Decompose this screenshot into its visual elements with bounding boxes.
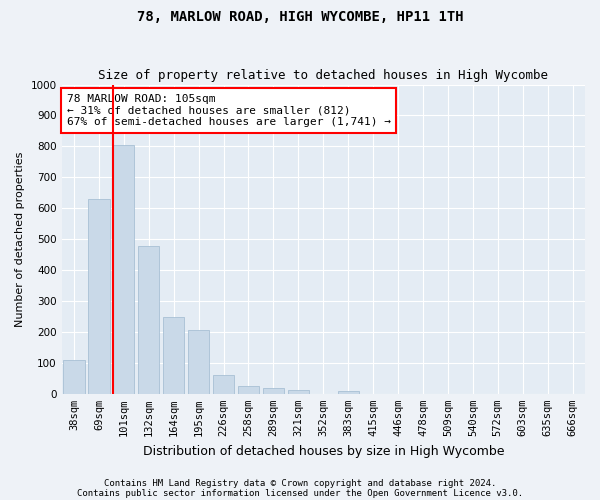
Title: Size of property relative to detached houses in High Wycombe: Size of property relative to detached ho… <box>98 69 548 82</box>
X-axis label: Distribution of detached houses by size in High Wycombe: Distribution of detached houses by size … <box>143 444 504 458</box>
Bar <box>288 390 309 394</box>
Text: 78, MARLOW ROAD, HIGH WYCOMBE, HP11 1TH: 78, MARLOW ROAD, HIGH WYCOMBE, HP11 1TH <box>137 10 463 24</box>
Bar <box>88 199 110 394</box>
Bar <box>238 386 259 394</box>
Bar <box>188 330 209 394</box>
Text: Contains public sector information licensed under the Open Government Licence v3: Contains public sector information licen… <box>77 488 523 498</box>
Text: Contains HM Land Registry data © Crown copyright and database right 2024.: Contains HM Land Registry data © Crown c… <box>104 478 496 488</box>
Y-axis label: Number of detached properties: Number of detached properties <box>15 152 25 327</box>
Bar <box>263 388 284 394</box>
Bar <box>64 360 85 394</box>
Bar <box>138 246 160 394</box>
Bar <box>213 374 234 394</box>
Text: 78 MARLOW ROAD: 105sqm
← 31% of detached houses are smaller (812)
67% of semi-de: 78 MARLOW ROAD: 105sqm ← 31% of detached… <box>67 94 391 127</box>
Bar <box>113 145 134 394</box>
Bar <box>163 317 184 394</box>
Bar <box>338 390 359 394</box>
